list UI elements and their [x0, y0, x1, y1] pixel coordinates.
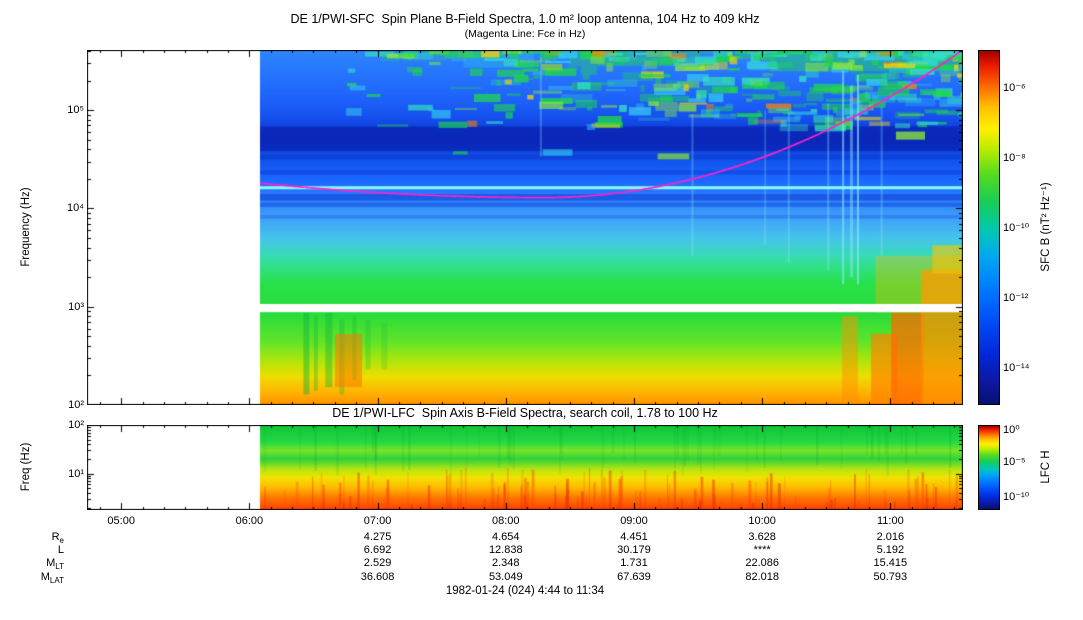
- ephemeris-value: 22.086: [745, 557, 779, 569]
- sfc-y-tick-label: 10²: [68, 399, 84, 411]
- sfc-y-axis-label: Frequency (Hz): [20, 187, 32, 267]
- lfc-colorbar-tick-label: 10⁻¹⁰: [1003, 491, 1030, 504]
- ephemeris-row-label: MLAT: [40, 571, 64, 586]
- sfc-colorbar: [978, 50, 1000, 405]
- ephemeris-value: ****: [753, 544, 771, 556]
- ephemeris-value: 50.793: [873, 571, 908, 583]
- sfc-y-tick-label: 10³: [68, 300, 84, 313]
- ephemeris-value: 2.348: [492, 557, 520, 569]
- lfc-spectrogram: [87, 425, 963, 510]
- ephemeris-value: 15.415: [873, 557, 908, 569]
- ephemeris-value: 53.049: [488, 571, 523, 583]
- ephemeris-row-label: MLT: [46, 557, 64, 572]
- sfc-colorbar-tick-label: 10⁻¹⁴: [1003, 362, 1030, 375]
- ephemeris-row-label: Re: [51, 531, 64, 546]
- lfc-colorbar-tick-label: 10⁰: [1003, 424, 1020, 437]
- sfc-colorbar-tick-label: 10⁻⁶: [1003, 81, 1026, 94]
- ephemeris-value: 82.018: [745, 571, 779, 583]
- x-tick-label: 06:00: [235, 515, 264, 527]
- ephemeris-value: 12.838: [488, 544, 523, 556]
- ephemeris-row-label: L: [57, 544, 64, 556]
- ephemeris-value: 30.179: [617, 544, 651, 556]
- sfc-spectrogram: [87, 50, 963, 405]
- ephemeris-value: 2.016: [876, 531, 905, 543]
- ephemeris-value: 1.731: [620, 557, 648, 569]
- time-range-caption: 1982-01-24 (024) 4:44 to 11:34: [445, 585, 605, 597]
- ephemeris-value: 36.608: [360, 571, 395, 583]
- lfc-colorbar: [978, 425, 1000, 510]
- ephemeris-value: 5.192: [876, 544, 905, 556]
- sfc-subtitle: (Magenta Line: Fce in Hz): [464, 28, 586, 40]
- x-tick-label: 11:00: [876, 515, 904, 527]
- ephemeris-value: 4.275: [363, 531, 392, 543]
- sfc-colorbar-tick-label: 10⁻⁸: [1003, 151, 1026, 164]
- ephemeris-value: 2.529: [363, 557, 392, 569]
- ephemeris-value: 4.451: [620, 531, 648, 543]
- sfc-colorbar-tick-label: 10⁻¹⁰: [1003, 221, 1030, 234]
- lfc-colorbar-tick-label: 10⁻⁵: [1003, 456, 1026, 469]
- sfc-y-tick-label: 10⁵: [67, 104, 84, 117]
- ephemeris-value: 4.654: [492, 531, 520, 543]
- lfc-title: DE 1/PWI-LFC Spin Axis B-Field Spectra, …: [332, 406, 718, 420]
- ephemeris-value: 3.628: [748, 531, 776, 543]
- x-tick-label: 08:00: [492, 515, 520, 527]
- ephemeris-value: 6.692: [363, 544, 392, 556]
- lfc-y-tick-label: 10¹: [68, 467, 84, 480]
- x-tick-label: 07:00: [363, 515, 392, 527]
- sfc-y-tick-label: 10⁴: [67, 202, 84, 215]
- lfc-y-tick-label: 10²: [68, 419, 84, 431]
- sfc-colorbar-tick-label: 10⁻¹²: [1003, 292, 1029, 305]
- x-tick-label: 09:00: [620, 515, 648, 527]
- sfc-title: DE 1/PWI-SFC Spin Plane B-Field Spectra,…: [290, 12, 760, 26]
- x-tick-label: 10:00: [748, 515, 776, 527]
- x-tick-label: 05:00: [107, 515, 135, 527]
- ephemeris-value: 67.639: [617, 571, 651, 583]
